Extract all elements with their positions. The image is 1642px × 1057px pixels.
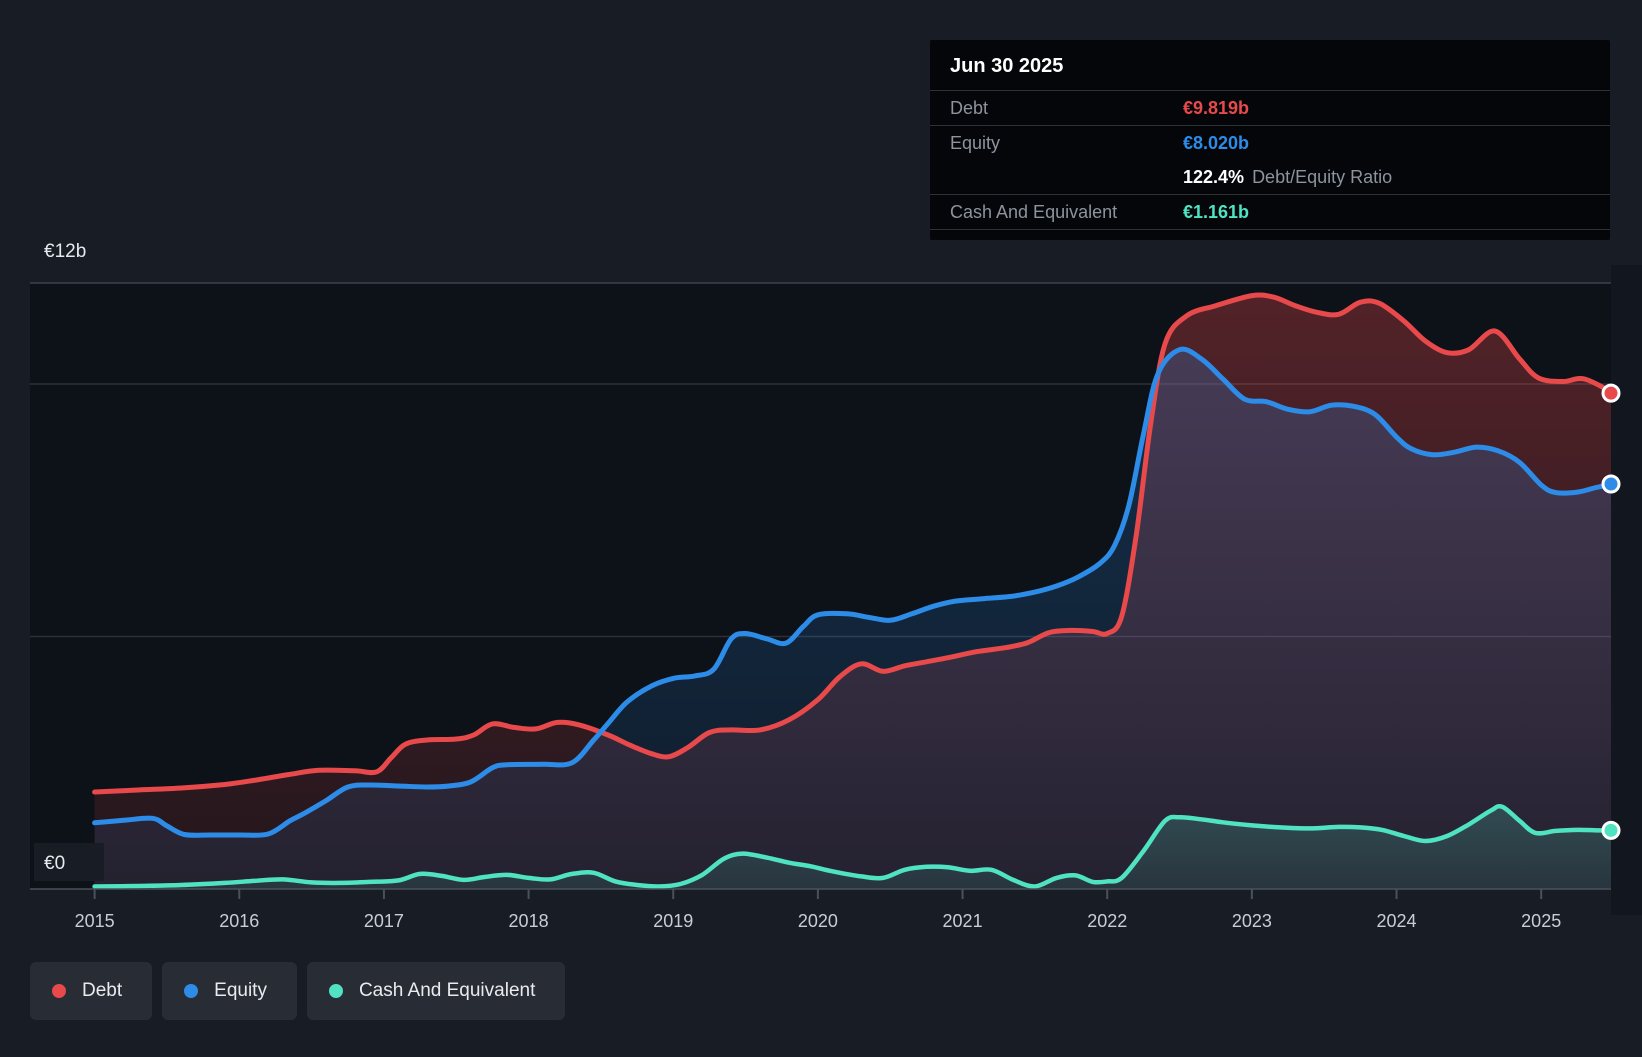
legend-item-cash[interactable]: Cash And Equivalent bbox=[306, 962, 566, 1020]
y-label-top-box bbox=[34, 231, 104, 269]
legend-equity-label: Equity bbox=[214, 980, 267, 1001]
tooltip-equity-label: Equity bbox=[950, 132, 1001, 153]
equity-end-dot bbox=[1601, 474, 1621, 494]
equity-dot-icon bbox=[184, 984, 199, 998]
x-tick-label: 2018 bbox=[509, 911, 549, 931]
chart-legend: Debt Equity Cash And Equivalent bbox=[30, 962, 566, 1020]
cash-and-equivalent-area bbox=[94, 806, 1611, 889]
tooltip-cash-value: €1.161b bbox=[1183, 201, 1250, 222]
x-tick-label: 2017 bbox=[364, 911, 404, 931]
y-label-zero: €0 bbox=[44, 853, 65, 874]
tooltip-date: Jun 30 2025 bbox=[950, 55, 1064, 77]
tooltip-row-equity: Equity €8.020b bbox=[930, 125, 1610, 160]
tooltip-debt-label: Debt bbox=[950, 97, 989, 118]
legend-item-debt[interactable]: Debt bbox=[30, 962, 153, 1020]
tooltip-row-debt: Debt €9.819b bbox=[930, 90, 1610, 125]
tooltip-ratio-value: 122.4% bbox=[1183, 166, 1245, 187]
legend-debt-label: Debt bbox=[82, 980, 123, 1001]
tooltip-row-cash: Cash And Equivalent €1.161b bbox=[930, 194, 1610, 229]
x-tick-label: 2025 bbox=[1521, 911, 1561, 931]
x-tick-label: 2020 bbox=[798, 911, 838, 931]
plot-right-margin bbox=[1611, 265, 1642, 915]
x-tick-label: 2021 bbox=[943, 911, 983, 931]
cash-and-equivalent-end-dot bbox=[1601, 820, 1621, 840]
cash-and-equivalent-line bbox=[92, 803, 1611, 889]
debt-dot-icon bbox=[52, 984, 66, 998]
y-label-zero-box bbox=[34, 843, 104, 881]
x-tick-label: 2015 bbox=[75, 911, 115, 931]
chart-tooltip: Jun 30 2025 Debt €9.819b Equity €8.020b … bbox=[930, 40, 1610, 240]
x-tick-label: 2019 bbox=[653, 911, 693, 931]
legend-cash-label: Cash And Equivalent bbox=[358, 980, 536, 1001]
tooltip-bottom-edge bbox=[930, 229, 1610, 240]
tooltip-cash-label: Cash And Equivalent bbox=[950, 201, 1118, 222]
x-tick-label: 2023 bbox=[1232, 911, 1272, 931]
tooltip-row-ratio: 122.4% Debt/Equity Ratio bbox=[930, 160, 1610, 194]
debt-line bbox=[92, 292, 1611, 795]
y-label-top: €12b bbox=[44, 241, 86, 262]
legend-item-equity[interactable]: Equity bbox=[162, 962, 297, 1020]
x-tick-label: 2024 bbox=[1377, 911, 1417, 931]
debt-end-dot bbox=[1601, 383, 1621, 403]
tooltip-debt-value: €9.819b bbox=[1183, 97, 1250, 118]
tooltip-equity-value: €8.020b bbox=[1183, 132, 1250, 153]
x-tick-label: 2022 bbox=[1087, 911, 1127, 931]
equity-area bbox=[94, 349, 1611, 889]
equity-line bbox=[92, 346, 1611, 838]
x-tick-label: 2016 bbox=[219, 911, 259, 931]
tooltip-ratio-label: Debt/Equity Ratio bbox=[1252, 166, 1393, 187]
tooltip-ratio: 122.4% Debt/Equity Ratio bbox=[1183, 167, 1392, 188]
cash-dot-icon bbox=[328, 984, 343, 998]
